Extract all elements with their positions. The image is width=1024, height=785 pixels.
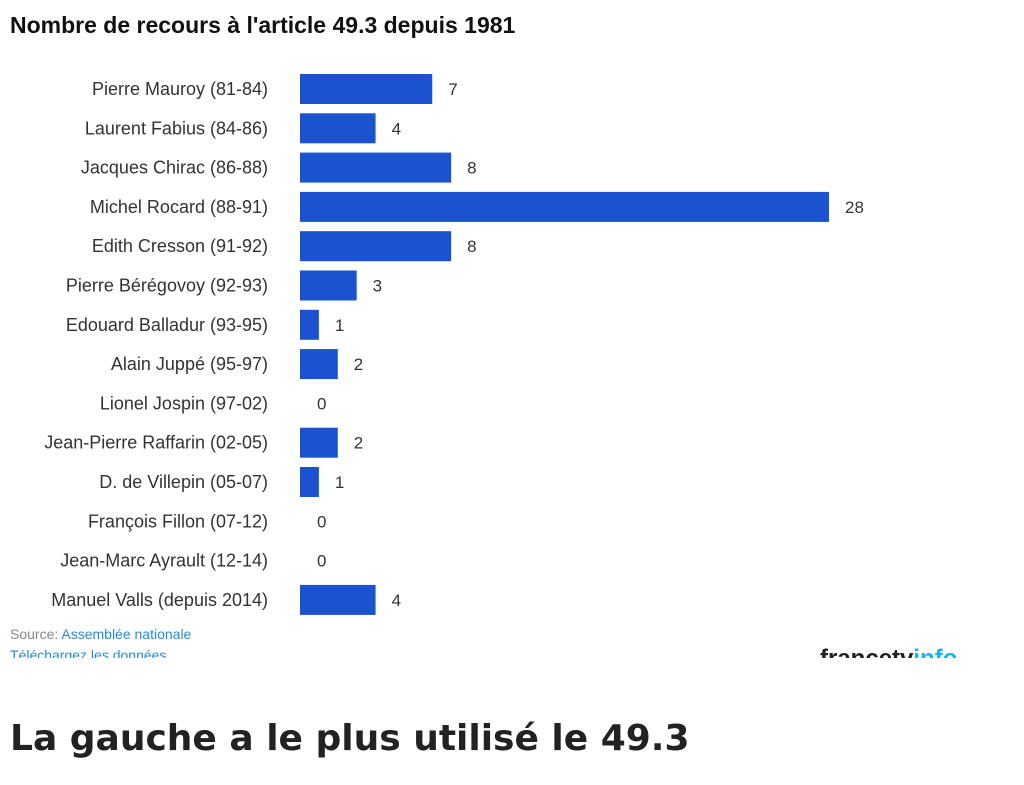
value-label: 1 xyxy=(335,473,344,492)
logo-part-2: info xyxy=(913,645,957,658)
category-label: Michel Rocard (88-91) xyxy=(90,197,268,217)
value-label: 8 xyxy=(467,159,476,178)
value-label: 2 xyxy=(354,434,363,453)
download-data-link[interactable]: Téléchargez les données xyxy=(10,647,167,658)
francetvinfo-logo[interactable]: francetvinfo xyxy=(820,644,957,658)
bar[interactable] xyxy=(300,349,338,380)
value-label: 3 xyxy=(373,277,382,296)
value-label: 2 xyxy=(354,355,363,374)
bar[interactable] xyxy=(300,191,829,222)
category-label: Manuel Valls (depuis 2014) xyxy=(51,590,268,610)
bar[interactable] xyxy=(300,427,338,458)
bar[interactable] xyxy=(300,270,357,301)
value-label: 0 xyxy=(317,512,326,531)
bar[interactable] xyxy=(300,309,319,340)
value-label: 1 xyxy=(335,316,344,335)
source-prefix: Source: xyxy=(10,626,62,642)
category-label: Lionel Jospin (97-02) xyxy=(100,393,268,413)
value-label: 0 xyxy=(317,394,326,413)
bars-layer: Pierre Mauroy (81-84) 7 Laurent Fabius (84… xyxy=(44,74,864,615)
category-label: Laurent Fabius (84-86) xyxy=(85,118,268,138)
category-label: Jacques Chirac (86-88) xyxy=(81,158,268,178)
source-link[interactable]: Assemblée nationale xyxy=(61,626,192,642)
bar[interactable] xyxy=(300,113,376,144)
category-label: Pierre Mauroy (81-84) xyxy=(92,79,268,99)
value-label: 7 xyxy=(448,80,457,99)
category-label: Jean-Pierre Raffarin (02-05) xyxy=(44,433,268,453)
category-label: Jean-Marc Ayrault (12-14) xyxy=(60,551,268,571)
value-label: 28 xyxy=(845,198,864,217)
bar[interactable] xyxy=(300,74,433,104)
category-label: Pierre Bérégovoy (92-93) xyxy=(66,276,268,296)
category-label: Alain Juppé (95-97) xyxy=(111,354,268,374)
section-heading: La gauche a le plus utilisé le 49.3 xyxy=(10,718,690,759)
value-label: 4 xyxy=(392,591,401,610)
bar[interactable] xyxy=(300,467,319,497)
category-label: D. de Villepin (05-07) xyxy=(99,472,268,492)
source-line: Source: Assemblée nationale xyxy=(10,626,191,642)
bar[interactable] xyxy=(300,584,376,615)
value-label: 0 xyxy=(317,552,326,571)
category-label: François Fillon (07-12) xyxy=(88,511,268,531)
bar-chart: Pierre Mauroy (81-84) 7 Laurent Fabius (84… xyxy=(44,74,864,615)
category-label: Edouard Balladur (93-95) xyxy=(66,315,268,335)
chart-title: Nombre de recours à l'article 49.3 depui… xyxy=(10,12,516,38)
logo-part-1: francetv xyxy=(820,645,913,658)
value-label: 8 xyxy=(467,237,476,256)
bar[interactable] xyxy=(300,152,452,183)
value-label: 4 xyxy=(392,119,401,138)
category-label: Edith Cresson (91-92) xyxy=(92,236,268,256)
bar[interactable] xyxy=(300,231,452,262)
